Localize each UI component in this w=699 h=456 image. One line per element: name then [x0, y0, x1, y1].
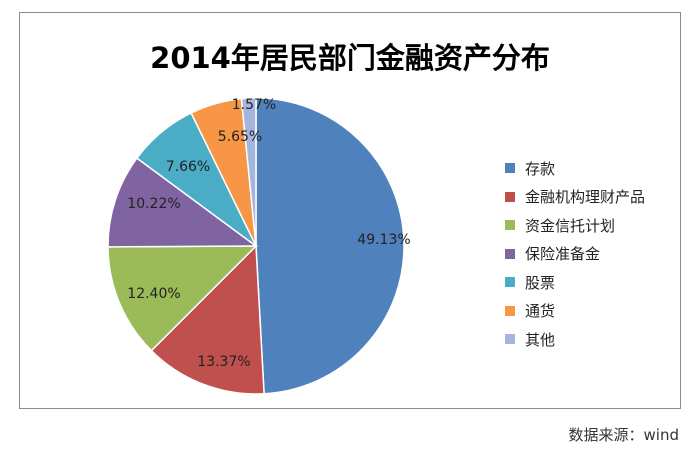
legend-item: 保险准备金	[505, 240, 685, 269]
data-label-4: 10.22%	[127, 196, 180, 212]
legend-label: 金融机构理财产品	[525, 188, 646, 207]
pie-slice-2	[150, 244, 265, 395]
legend-item: 资金信托计划	[505, 211, 685, 240]
pie-slice-7	[240, 97, 257, 247]
pie-slice-1	[255, 97, 405, 395]
legend-swatch	[505, 191, 515, 202]
legend-swatch	[505, 220, 515, 231]
legend-label: 资金信托计划	[525, 216, 616, 235]
chart-title: 2014年居民部门金融资产分布	[150, 41, 550, 75]
legend-item: 通货	[505, 297, 685, 326]
legend-item: 股票	[505, 268, 685, 297]
data-label-7: 1.57%	[232, 97, 276, 113]
data-label-3: 12.40%	[127, 286, 180, 302]
pie-slice-3	[107, 245, 258, 352]
chart-frame: 2014年居民部门金融资产分布 49.13% 13.37% 12.40% 10.22%…	[19, 12, 681, 409]
data-label-6: 5.65%	[218, 129, 262, 145]
legend-swatch	[505, 163, 515, 174]
source-note: 数据来源：wind	[568, 426, 679, 444]
legend-label: 通货	[525, 302, 556, 321]
data-label-1: 49.13%	[357, 232, 410, 248]
legend-label: 保险准备金	[525, 245, 601, 264]
legend-label: 存款	[525, 159, 556, 178]
legend-item: 存款	[505, 154, 685, 183]
legend-swatch	[505, 334, 515, 345]
legend-swatch	[505, 305, 515, 316]
data-label-2: 13.37%	[197, 354, 250, 370]
data-label-5: 7.66%	[166, 159, 210, 175]
legend: 存款金融机构理财产品 资金信托计划 保险准备金股票通货其他	[505, 154, 685, 354]
legend-label: 股票	[525, 273, 556, 292]
legend-swatch	[505, 277, 515, 288]
legend-label: 其他	[525, 330, 556, 349]
pie-chart: 49.13% 13.37% 12.40% 10.22% 7.66% 5.65% 1.57%	[107, 97, 411, 395]
legend-item: 其他	[505, 325, 685, 354]
pie-slice-4	[107, 157, 259, 248]
legend-swatch	[505, 248, 515, 259]
legend-item: 金融机构理财产品	[505, 183, 685, 212]
